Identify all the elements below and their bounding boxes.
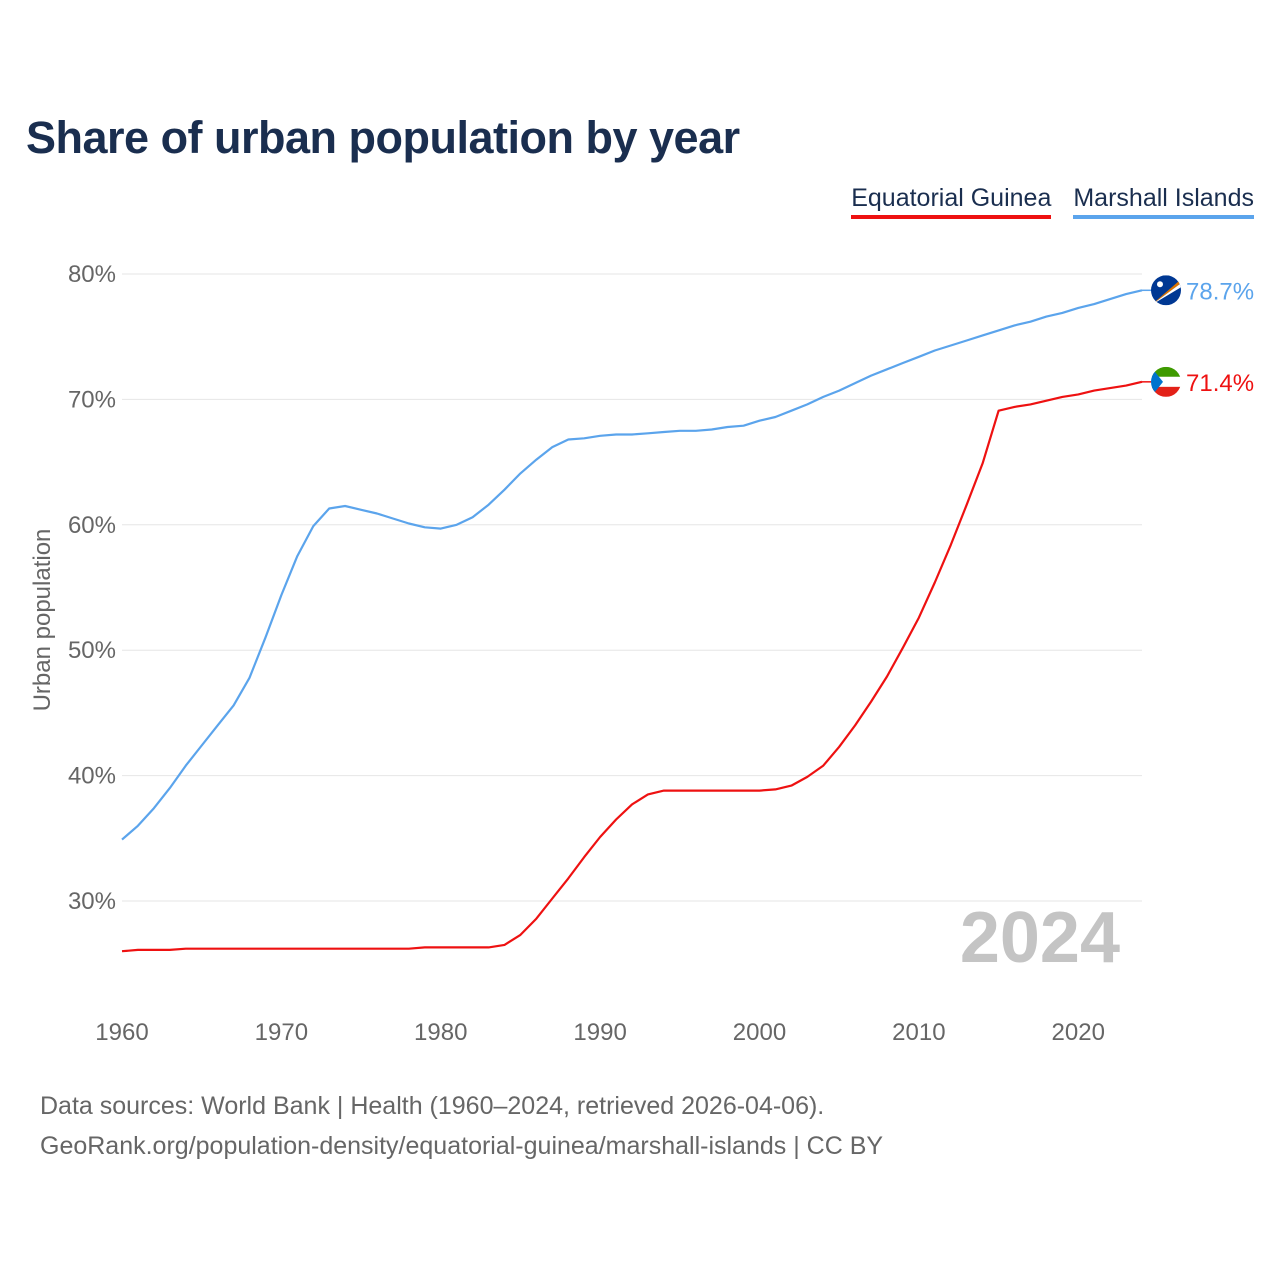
legend-marshall-islands[interactable]: Marshall Islands: [1073, 184, 1254, 219]
end-value-label: 71.4%: [1186, 370, 1254, 397]
x-tick-label: 1980: [414, 1019, 467, 1046]
year-watermark: 2024: [960, 898, 1120, 978]
marshall-islands-flag-icon: [1151, 275, 1181, 306]
legend-equatorial-guinea[interactable]: Equatorial Guinea: [851, 184, 1052, 219]
x-tick-label: 2020: [1052, 1019, 1105, 1046]
chart-title: Share of urban population by year: [26, 112, 740, 163]
data-sources: Data sources: World Bank | Health (1960–…: [40, 1092, 825, 1120]
series-line-equatorial-guinea: [121, 380, 1143, 953]
source-link[interactable]: GeoRank.org/population-density/equatoria…: [40, 1132, 884, 1160]
x-tick-label: 2000: [733, 1019, 786, 1046]
y-tick-label: 60%: [68, 512, 116, 539]
x-tick-label: 1960: [95, 1019, 148, 1046]
end-value-label: 78.7%: [1186, 278, 1254, 305]
y-tick-label: 40%: [68, 763, 116, 790]
x-tick-label: 1970: [255, 1019, 308, 1046]
footer: Data sources: World Bank | Health (1960–…: [40, 1086, 883, 1166]
y-axis-label: Urban population: [29, 529, 56, 712]
x-tick-label: 1990: [573, 1019, 626, 1046]
y-tick-label: 80%: [68, 261, 116, 288]
y-tick-label: 50%: [68, 637, 116, 664]
legend: Equatorial Guinea Marshall Islands: [851, 184, 1254, 219]
y-tick-label: 70%: [68, 386, 116, 413]
equatorial-guinea-flag-icon: [1151, 366, 1181, 397]
series-line-marshall-islands: [121, 289, 1143, 841]
y-tick-label: 30%: [68, 888, 116, 915]
x-tick-label: 2010: [892, 1019, 945, 1046]
